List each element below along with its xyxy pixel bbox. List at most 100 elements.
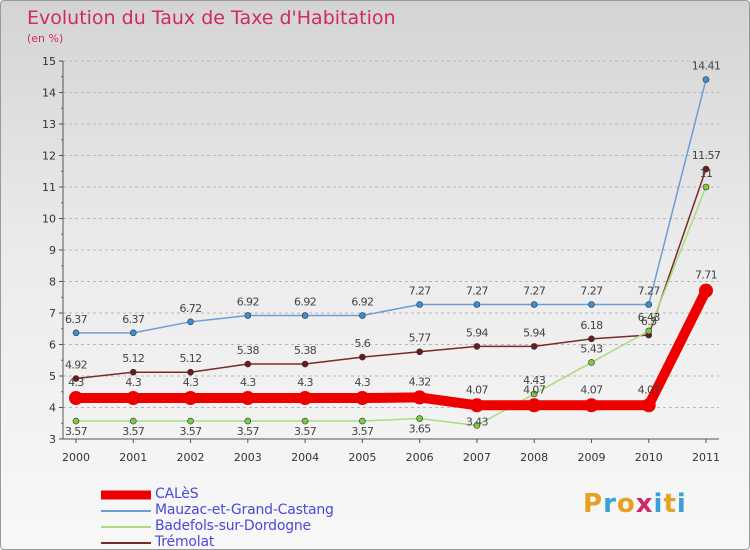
x-tick-label: 2010 (635, 451, 663, 464)
x-tick-label: 2004 (291, 451, 319, 464)
series-line-2 (76, 186, 707, 427)
x-tick-label: 2001 (119, 451, 147, 464)
data-label: 4.3 (68, 376, 84, 389)
x-tick-label: 2008 (520, 451, 548, 464)
data-point (412, 390, 427, 405)
data-point (359, 353, 366, 361)
data-label: 4.07 (523, 383, 546, 396)
data-label: 4.07 (638, 383, 661, 396)
data-label: 5.12 (122, 352, 144, 365)
data-label: 5.6 (355, 337, 371, 350)
data-point (645, 301, 653, 308)
data-point (641, 398, 656, 413)
data-point (244, 417, 252, 425)
data-point (416, 301, 423, 308)
legend-swatch (101, 490, 151, 500)
data-point (72, 375, 80, 382)
data-label: 3.65 (409, 423, 432, 436)
data-point (473, 343, 481, 350)
data-point (584, 398, 599, 413)
legend-swatch (101, 526, 151, 528)
data-point (240, 391, 255, 406)
data-label: 7.27 (523, 284, 546, 297)
data-label: 4.3 (355, 376, 371, 389)
data-point (416, 348, 423, 356)
data-label: 3.57 (351, 425, 374, 438)
data-label: 5.38 (237, 344, 260, 357)
data-label: 6.43 (638, 311, 661, 324)
data-label: 5.94 (523, 326, 546, 339)
legend-item: CALèS (101, 486, 421, 503)
data-label: 4.3 (240, 376, 256, 389)
proxiti-logo: Proxiti (583, 489, 687, 519)
data-label: 5.43 (580, 342, 603, 355)
logo-letter: i (653, 489, 664, 519)
data-label: 6.18 (580, 319, 603, 332)
data-label: 4.32 (409, 375, 431, 388)
series-line-3 (75, 168, 707, 380)
data-point (244, 360, 252, 368)
legend-label: Trémolat (155, 534, 215, 550)
data-label: 3.43 (466, 415, 489, 428)
data-label: 3.57 (179, 425, 202, 438)
data-label: 4.07 (580, 383, 603, 396)
data-label: 3.57 (122, 425, 145, 438)
data-point (588, 335, 595, 343)
data-label: 3.57 (237, 425, 260, 438)
x-tick-label: 2007 (463, 451, 491, 464)
data-label: 6.3 (641, 315, 657, 328)
chart-legend: CALèS Mauzac-et-Grand-Castang Badefols-sur… (101, 486, 421, 550)
data-label: 7.27 (580, 284, 603, 297)
data-point (187, 368, 194, 376)
data-label: 6.37 (65, 313, 88, 326)
data-point (187, 417, 194, 425)
data-point (301, 417, 309, 425)
data-label: 4.3 (183, 376, 199, 389)
data-label: 3.57 (294, 425, 317, 438)
data-point (244, 312, 252, 319)
data-point (702, 183, 710, 191)
legend-swatch (101, 510, 151, 512)
logo-letter: o (616, 489, 636, 519)
y-tick-label: 15 (42, 55, 56, 68)
data-label: 5.94 (466, 326, 489, 339)
data-point (588, 359, 595, 366)
logo-letter: x (635, 489, 654, 519)
legend-label: CALèS (155, 486, 199, 502)
y-tick-label: 12 (42, 150, 56, 163)
y-tick-label: 10 (42, 213, 56, 226)
y-tick-label: 14 (42, 87, 56, 100)
y-tick-label: 9 (49, 244, 56, 257)
data-point (702, 165, 710, 173)
data-point (530, 390, 538, 398)
data-point (129, 329, 137, 337)
data-label: 6.92 (237, 296, 259, 309)
data-label: 4.92 (65, 359, 87, 372)
data-label: 6.92 (294, 296, 316, 309)
logo-letter: r (603, 489, 617, 519)
data-point (359, 312, 366, 319)
data-point (530, 301, 538, 308)
y-tick-label: 4 (49, 402, 56, 415)
legend-item: Mauzac-et-Grand-Castang (101, 502, 421, 519)
legend-swatch (101, 542, 151, 544)
x-tick-label: 2009 (577, 451, 605, 464)
data-point (301, 360, 309, 368)
data-point (416, 415, 423, 422)
series-line-1 (76, 79, 707, 334)
series-line-0 (76, 288, 711, 411)
y-tick-label: 7 (49, 307, 56, 320)
data-label: 7.27 (638, 284, 661, 297)
data-label: 14.41 (692, 60, 721, 73)
x-tick-label: 2003 (234, 451, 262, 464)
data-label: 4.07 (466, 383, 489, 396)
legend-item: Trémolat (101, 534, 421, 550)
y-tick-label: 6 (49, 339, 56, 352)
data-label: 5.77 (409, 332, 432, 345)
data-point (588, 301, 595, 308)
data-point (702, 76, 710, 83)
data-point (645, 327, 653, 335)
y-tick-label: 5 (49, 370, 56, 383)
data-point (473, 422, 481, 429)
